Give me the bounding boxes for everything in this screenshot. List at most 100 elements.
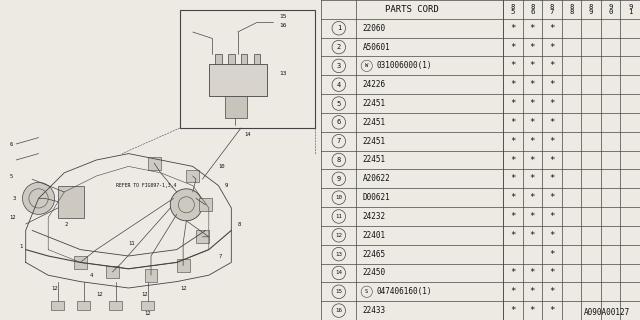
Text: 13: 13 <box>280 71 287 76</box>
Text: *: * <box>530 43 535 52</box>
Text: *: * <box>549 193 555 202</box>
Text: 5: 5 <box>337 100 341 107</box>
Text: *: * <box>530 268 535 277</box>
Text: *: * <box>530 80 535 89</box>
Text: 16: 16 <box>335 308 342 313</box>
Text: *: * <box>549 43 555 52</box>
Text: 24232: 24232 <box>363 212 386 221</box>
Bar <box>148 157 161 170</box>
Text: 5: 5 <box>10 173 13 179</box>
Text: *: * <box>549 268 555 277</box>
Text: 22451: 22451 <box>363 137 386 146</box>
Text: *: * <box>549 231 555 240</box>
Text: 6: 6 <box>10 141 13 147</box>
Text: *: * <box>510 99 515 108</box>
Text: *: * <box>530 212 535 221</box>
Circle shape <box>22 182 54 214</box>
Text: 8: 8 <box>550 4 554 10</box>
Text: A50601: A50601 <box>363 43 390 52</box>
Text: 11: 11 <box>129 241 135 246</box>
Text: 12: 12 <box>10 215 16 220</box>
Text: 8: 8 <box>589 4 593 10</box>
Text: *: * <box>530 99 535 108</box>
Text: A090A00127: A090A00127 <box>584 308 630 317</box>
Text: 22451: 22451 <box>363 99 386 108</box>
Text: S: S <box>365 289 369 294</box>
Text: *: * <box>510 24 515 33</box>
Circle shape <box>170 189 202 221</box>
Text: 12: 12 <box>141 292 148 297</box>
Text: *: * <box>530 287 535 296</box>
Text: 031006000(1): 031006000(1) <box>376 61 432 70</box>
Text: 9: 9 <box>225 183 228 188</box>
Text: 10: 10 <box>218 164 225 169</box>
Text: *: * <box>530 118 535 127</box>
Text: *: * <box>510 193 515 202</box>
Text: 22450: 22450 <box>363 268 386 277</box>
Text: 6: 6 <box>530 9 534 15</box>
Text: 24226: 24226 <box>363 80 386 89</box>
Text: 12: 12 <box>180 285 186 291</box>
Text: *: * <box>549 137 555 146</box>
Text: 9: 9 <box>609 4 613 10</box>
Text: *: * <box>510 80 515 89</box>
Bar <box>106 266 119 278</box>
Text: 10: 10 <box>335 195 342 200</box>
Text: 22465: 22465 <box>363 250 386 259</box>
Bar <box>225 96 248 118</box>
Text: 8: 8 <box>511 4 515 10</box>
Text: 3: 3 <box>337 63 341 69</box>
Text: *: * <box>549 250 555 259</box>
Text: *: * <box>530 24 535 33</box>
Text: 9: 9 <box>589 9 593 15</box>
Bar <box>177 259 189 272</box>
Text: *: * <box>549 306 555 315</box>
Text: *: * <box>530 306 535 315</box>
Text: *: * <box>549 156 555 164</box>
Text: REFER TO FIG097-1,3,4: REFER TO FIG097-1,3,4 <box>116 183 176 188</box>
Text: 9: 9 <box>337 176 341 182</box>
Text: 4: 4 <box>337 82 341 88</box>
Bar <box>228 54 234 64</box>
Text: *: * <box>530 174 535 183</box>
Text: 8: 8 <box>570 9 573 15</box>
Text: *: * <box>530 193 535 202</box>
Text: *: * <box>530 231 535 240</box>
Text: *: * <box>549 80 555 89</box>
Text: 1: 1 <box>628 9 632 15</box>
Bar <box>58 186 84 218</box>
Text: A20622: A20622 <box>363 174 390 183</box>
Text: 7: 7 <box>218 253 221 259</box>
Text: 22433: 22433 <box>363 306 386 315</box>
Text: D00621: D00621 <box>363 193 390 202</box>
Text: 2: 2 <box>64 221 67 227</box>
Text: 5: 5 <box>511 9 515 15</box>
Text: *: * <box>549 61 555 70</box>
Text: *: * <box>549 212 555 221</box>
Text: 1: 1 <box>19 244 22 249</box>
Text: 8: 8 <box>237 221 241 227</box>
Text: 3: 3 <box>13 196 16 201</box>
Text: 047406160(1): 047406160(1) <box>376 287 432 296</box>
Bar <box>186 170 199 182</box>
Text: *: * <box>510 137 515 146</box>
Bar <box>254 54 260 64</box>
Text: 14: 14 <box>335 270 342 276</box>
Text: 12: 12 <box>145 311 151 316</box>
Text: 7: 7 <box>337 138 341 144</box>
Text: 11: 11 <box>335 214 342 219</box>
Text: *: * <box>510 118 515 127</box>
Text: *: * <box>510 212 515 221</box>
Text: 13: 13 <box>335 252 342 257</box>
Text: 12: 12 <box>97 292 103 297</box>
Text: *: * <box>549 99 555 108</box>
Text: 22451: 22451 <box>363 118 386 127</box>
Text: *: * <box>510 268 515 277</box>
Text: *: * <box>510 174 515 183</box>
Text: *: * <box>510 287 515 296</box>
Text: 15: 15 <box>335 289 342 294</box>
Bar <box>145 269 157 282</box>
Text: 6: 6 <box>337 119 341 125</box>
Bar <box>209 64 267 96</box>
Text: *: * <box>510 43 515 52</box>
